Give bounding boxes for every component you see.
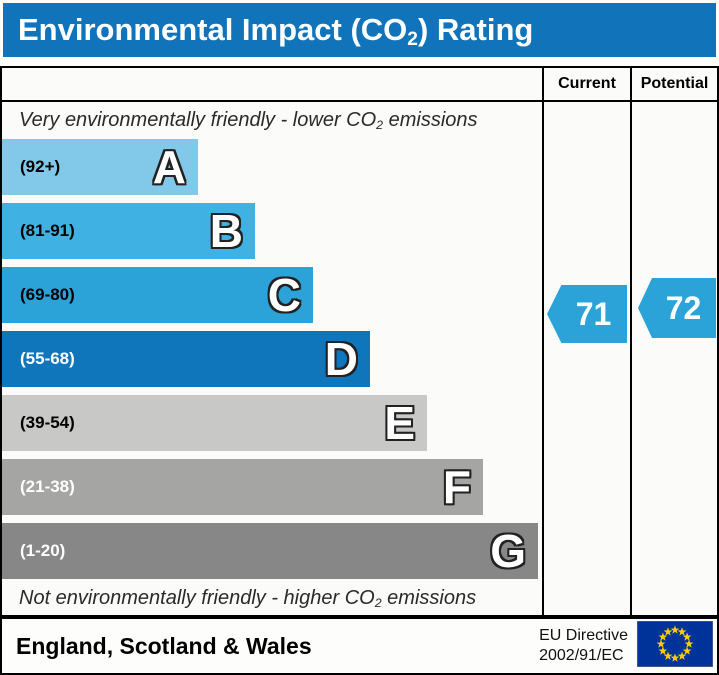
- table-body-row: Very environmentally friendly - lower CO…: [2, 102, 717, 615]
- top-note: Very environmentally friendly - lower CO…: [19, 109, 478, 133]
- band-range-label: (21-38): [20, 477, 75, 496]
- band-letter: F: [442, 461, 471, 513]
- rating-table: Current Potential Very environmentally f…: [0, 66, 719, 617]
- region-label: England, Scotland & Wales: [16, 632, 312, 659]
- band-row-f: (21-38) F: [2, 459, 483, 515]
- band-letter: C: [267, 269, 301, 321]
- title-bar: Environmental Impact (CO2) Rating: [3, 3, 716, 57]
- band-range-label: (69-80): [20, 285, 75, 304]
- potential-rating-arrow: 72: [638, 278, 716, 338]
- band-range-label: (39-54): [20, 413, 75, 432]
- band-list: (92+) A (81-91) B (69-80) C (55-68) D (3…: [2, 139, 542, 579]
- band-range-label: (92+): [20, 157, 61, 176]
- footer-bar: England, Scotland & Wales EU Directive 2…: [0, 617, 719, 675]
- band-row-d: (55-68) D: [2, 331, 370, 387]
- band-row-g: (1-20) G: [2, 523, 538, 579]
- band-range-label: (55-68): [20, 349, 75, 368]
- band-range-label: (1-20): [20, 541, 66, 560]
- bottom-note: Not environmentally friendly - higher CO…: [19, 587, 477, 611]
- current-value-column: 71: [542, 102, 630, 615]
- eu-flag-icon: [636, 620, 714, 672]
- band-range-label: (81-91): [20, 221, 75, 240]
- bands-column: Very environmentally friendly - lower CO…: [2, 102, 542, 615]
- current-rating-value: 71: [575, 295, 612, 332]
- page-title: Environmental Impact (CO2) Rating: [18, 12, 534, 51]
- current-rating-arrow: 71: [547, 285, 627, 343]
- band-row-a: (92+) A: [2, 139, 198, 195]
- eu-directive-label: EU Directive 2002/91/EC: [539, 627, 628, 664]
- band-row-c: (69-80) C: [2, 267, 313, 323]
- header-spacer-cell: [2, 68, 542, 100]
- table-header-row: Current Potential: [2, 68, 717, 102]
- potential-rating-value: 72: [665, 289, 702, 326]
- band-letter: D: [324, 333, 358, 385]
- band-letter: G: [490, 525, 526, 577]
- potential-column-header: Potential: [630, 68, 717, 100]
- band-letter: E: [384, 397, 415, 449]
- band-letter: B: [209, 205, 243, 257]
- band-letter: A: [152, 141, 186, 193]
- band-row-b: (81-91) B: [2, 203, 255, 259]
- potential-value-column: 72: [630, 102, 717, 615]
- current-column-header: Current: [542, 68, 630, 100]
- band-row-e: (39-54) E: [2, 395, 427, 451]
